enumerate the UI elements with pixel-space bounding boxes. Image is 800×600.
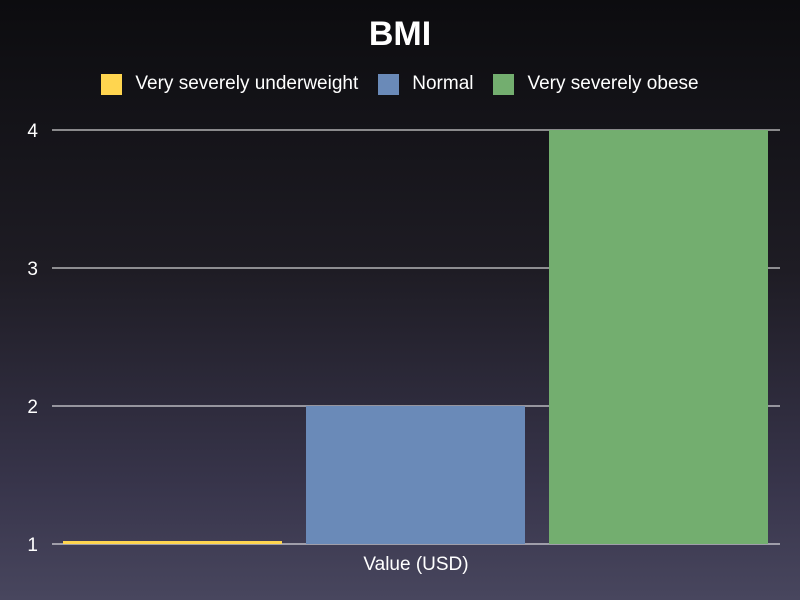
chart-title: BMI bbox=[368, 15, 432, 53]
legend: Very severely underweight Normal Very se… bbox=[0, 72, 800, 96]
legend-item-normal[interactable]: Normal bbox=[378, 72, 473, 96]
bar-normal[interactable] bbox=[306, 406, 525, 544]
legend-swatch bbox=[493, 73, 515, 95]
legend-item-very-severely-obese[interactable]: Very severely obese bbox=[493, 72, 699, 96]
legend-label: Very severely obese bbox=[527, 73, 699, 94]
bars bbox=[63, 130, 768, 544]
legend-item-very-severely-underweight[interactable]: Very severely underweight bbox=[101, 72, 358, 96]
legend-label: Normal bbox=[412, 73, 474, 94]
y-tick-label: 2 bbox=[27, 397, 38, 418]
y-axis-ticks: 1 2 3 4 bbox=[27, 121, 38, 556]
x-axis-label: Value (USD) bbox=[363, 554, 468, 575]
y-tick-label: 4 bbox=[27, 121, 38, 142]
bar-very-severely-obese[interactable] bbox=[549, 130, 768, 544]
legend-label: Very severely underweight bbox=[135, 73, 359, 94]
legend-swatch bbox=[101, 73, 123, 95]
legend-swatch bbox=[378, 73, 400, 95]
y-tick-label: 3 bbox=[27, 259, 38, 280]
y-tick-label: 1 bbox=[27, 535, 38, 556]
bar-very-severely-underweight[interactable] bbox=[63, 541, 282, 544]
